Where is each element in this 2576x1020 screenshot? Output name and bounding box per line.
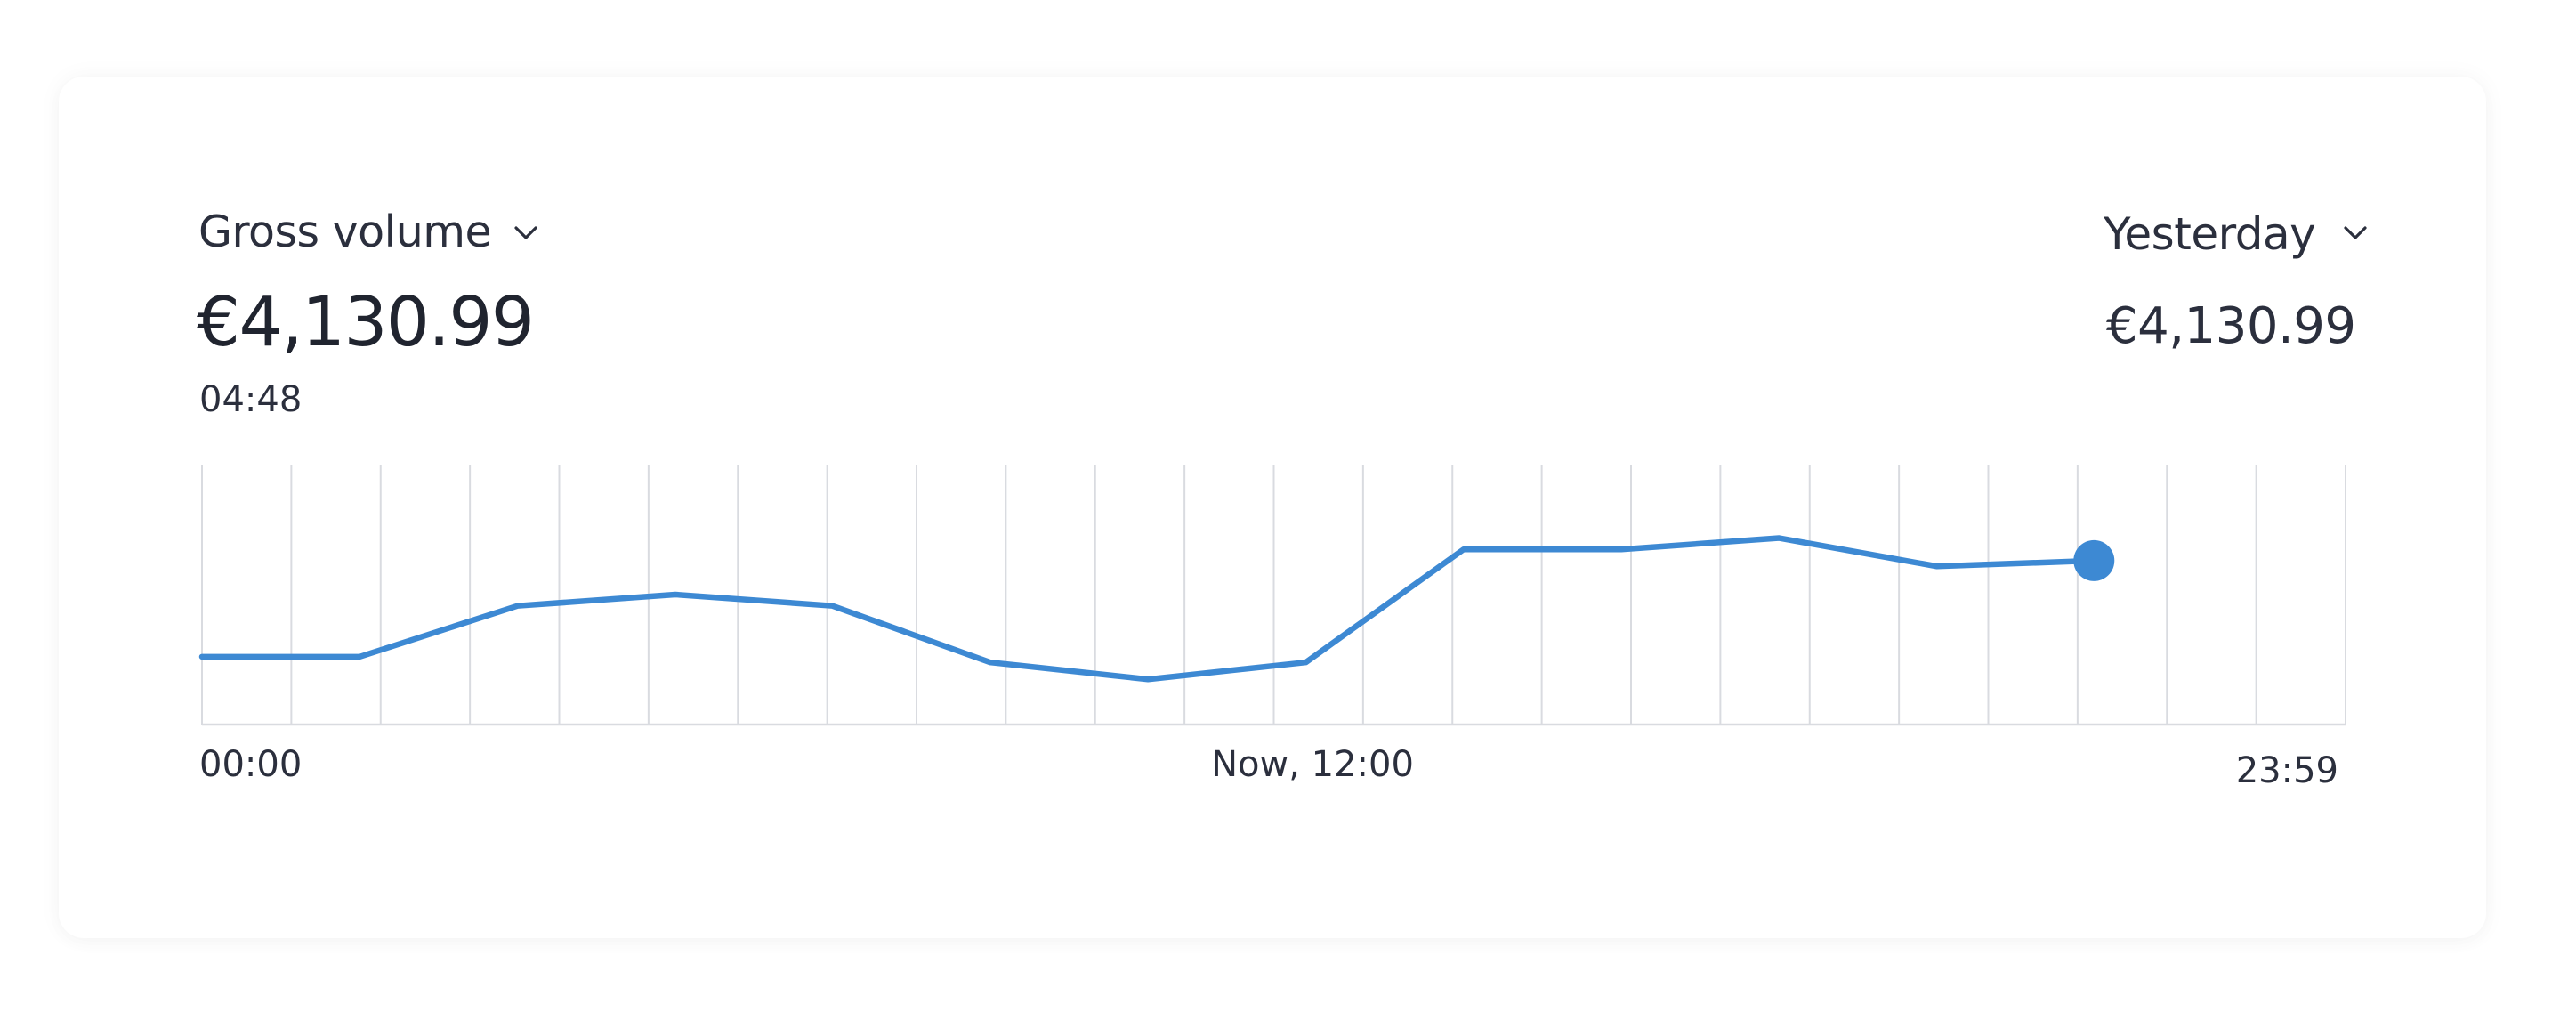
chevron-down-icon (2340, 219, 2370, 249)
x-tick-label: 23:59 (2235, 750, 2338, 791)
x-tick-label: Now, 12:00 (1211, 744, 1414, 785)
current-time-label: 04:48 (199, 379, 303, 420)
metric-dropdown[interactable]: Gross volume (198, 206, 541, 257)
metric-value: €4,130.99 (197, 283, 535, 362)
series-line (198, 535, 2097, 683)
current-point-marker[interactable] (2073, 539, 2115, 581)
metric-label: Gross volume (198, 206, 492, 257)
gross-volume-card (59, 77, 2486, 938)
period-label: Yesterday (2104, 208, 2316, 260)
x-tick-label: 00:00 (199, 744, 303, 785)
compare-value: €4,130.99 (2106, 297, 2356, 355)
chevron-down-icon (511, 217, 541, 247)
